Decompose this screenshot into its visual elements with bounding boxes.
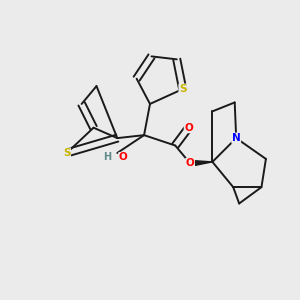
Text: N: N	[232, 133, 241, 143]
Text: S: S	[179, 84, 186, 94]
Polygon shape	[190, 160, 212, 166]
Text: O: O	[184, 123, 193, 133]
Text: S: S	[63, 148, 70, 158]
Text: O: O	[119, 152, 128, 162]
Text: O: O	[186, 158, 194, 168]
Text: H: H	[103, 152, 111, 162]
